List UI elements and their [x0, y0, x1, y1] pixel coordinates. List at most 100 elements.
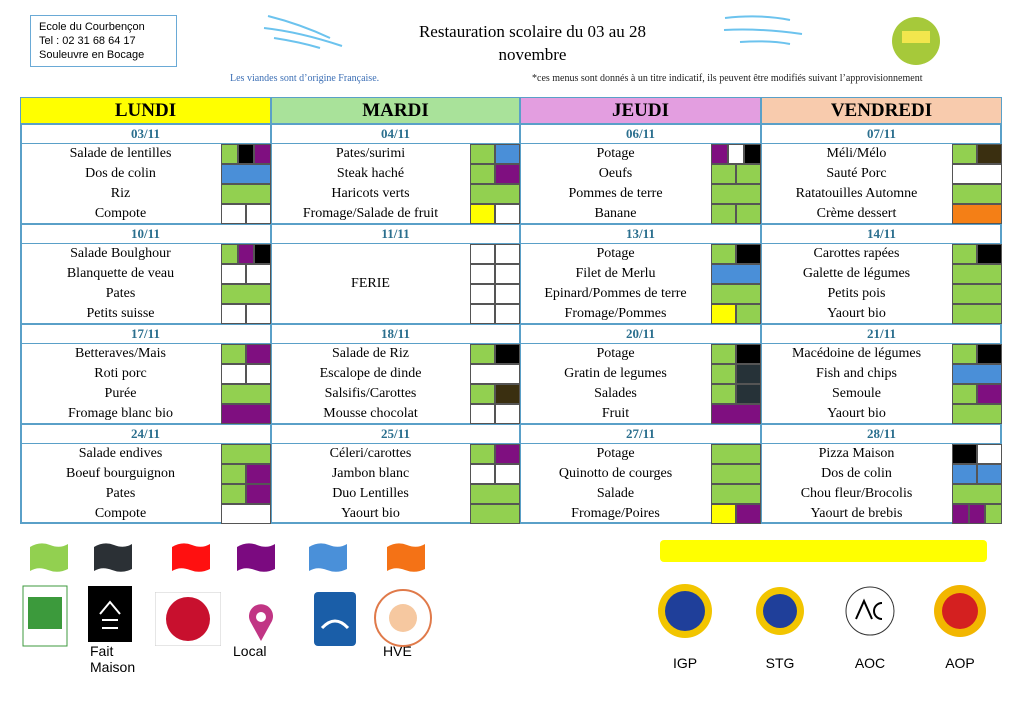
label-square — [977, 244, 1002, 264]
label-square — [221, 484, 246, 504]
label-square — [985, 504, 1002, 524]
menu-item: Filet de Merlu — [575, 266, 656, 281]
date: 21/11 — [761, 324, 1002, 344]
label-square — [736, 344, 761, 364]
menu-item: Purée — [104, 386, 137, 401]
menu-item: Fromage blanc bio — [68, 406, 173, 421]
label-square — [246, 364, 271, 384]
menu-item: Yaourt de brebis — [810, 506, 903, 521]
label-square — [952, 404, 1002, 424]
label-square — [237, 144, 255, 164]
label-square — [977, 464, 1002, 484]
label-square — [977, 144, 1002, 164]
menu-item: Yaourt bio — [827, 306, 886, 321]
label-square — [221, 504, 271, 524]
label-square — [246, 304, 271, 324]
label-square — [246, 484, 271, 504]
menu-item: Quinotto de courges — [558, 466, 673, 481]
menu-item: Salade de lentilles — [69, 146, 172, 161]
menu-item: Blanquette de veau — [66, 266, 175, 281]
menu-item: Fruit — [601, 406, 630, 421]
label-square — [221, 264, 246, 284]
school-line: Ecole du Courbençon — [39, 21, 145, 33]
menu-item: Chou fleur/Brocolis — [800, 486, 913, 501]
label-square — [711, 184, 761, 204]
menu-item: Salsifis/Carottes — [324, 386, 417, 401]
logo — [22, 585, 68, 647]
day-header: LUNDI — [20, 97, 271, 124]
label-square — [952, 264, 1002, 284]
label-square — [952, 444, 977, 464]
date: 24/11 — [20, 424, 271, 444]
label-square — [246, 264, 271, 284]
label-square — [470, 244, 495, 264]
menu-item: Escalope de dinde — [319, 366, 422, 381]
label-square — [495, 204, 520, 224]
label-square — [744, 144, 761, 164]
label-square — [711, 484, 761, 504]
label-square — [495, 244, 520, 264]
label-square — [952, 284, 1002, 304]
label-square — [977, 344, 1002, 364]
logo — [756, 587, 804, 635]
label-square — [952, 344, 977, 364]
label-square — [711, 244, 736, 264]
menu-item: Pates/surimi — [335, 146, 406, 161]
label-square — [952, 144, 977, 164]
label-square — [727, 144, 745, 164]
menu-item: Pizza Maison — [818, 446, 895, 461]
menu-item: Petits pois — [827, 286, 886, 301]
menu-item: Yaourt bio — [341, 506, 400, 521]
school-line: Souleuvre en Bocage — [39, 49, 145, 61]
label-square — [470, 284, 495, 304]
label-square — [495, 344, 520, 364]
label-square — [495, 384, 520, 404]
label-square — [221, 344, 246, 364]
label-square — [470, 304, 495, 324]
sign-label: AOP — [945, 655, 975, 671]
menu-item: Salades — [594, 386, 637, 401]
label-square — [246, 464, 271, 484]
label-square — [221, 304, 246, 324]
logo — [374, 589, 432, 647]
label-square — [952, 384, 977, 404]
menu-item: Betteraves/Mais — [75, 346, 166, 361]
menu-item: Carottes rapées — [813, 246, 900, 261]
wave-deco — [723, 15, 803, 45]
label-square — [711, 364, 736, 384]
label-square — [952, 504, 969, 524]
label-square — [736, 204, 761, 224]
legend-label: HVE — [383, 643, 412, 659]
label-square — [221, 164, 271, 184]
label-square — [221, 444, 271, 464]
note: *ces menus sont donnés à un titre indica… — [532, 73, 923, 84]
menu-item: Pates — [105, 486, 136, 501]
flag — [172, 543, 210, 572]
flag — [94, 543, 132, 572]
date: 18/11 — [271, 324, 520, 344]
date: 13/11 — [520, 224, 761, 244]
label-square — [711, 304, 736, 324]
menu-item: Fromage/Poires — [571, 506, 660, 521]
label-square — [495, 164, 520, 184]
label-square — [470, 404, 495, 424]
logo — [88, 586, 132, 642]
legend-label: Maison — [90, 659, 136, 675]
label-square — [736, 164, 761, 184]
label-square — [495, 264, 520, 284]
label-square — [470, 264, 495, 284]
flag — [30, 543, 68, 572]
note: Les viandes sont d’origine Française. — [230, 73, 380, 84]
menu-item: Semoule — [832, 386, 881, 401]
menu-item: Epinard/Pommes de terre — [544, 286, 687, 301]
day-header: JEUDI — [520, 97, 761, 124]
label-square — [470, 204, 495, 224]
label-square — [495, 304, 520, 324]
logo — [155, 592, 221, 646]
label-square — [711, 344, 736, 364]
label-square — [470, 504, 520, 524]
label-square — [977, 384, 1002, 404]
label-square — [470, 464, 495, 484]
date: 20/11 — [520, 324, 761, 344]
label-square — [221, 204, 246, 224]
